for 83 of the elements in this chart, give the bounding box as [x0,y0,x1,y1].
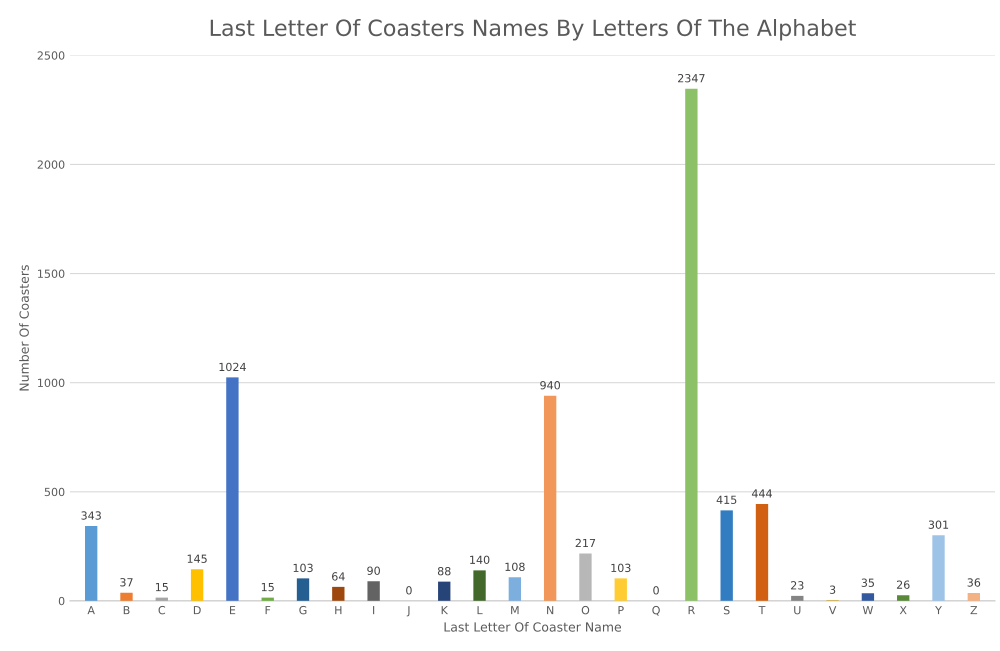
data-label: 64 [332,572,345,581]
x-tick-label: L [478,606,483,614]
data-label: 145 [188,554,207,563]
y-tick-label: 1500 [38,270,64,278]
bar [932,535,945,601]
bar [367,581,380,601]
x-axis-title: Last Letter Of Coaster Name [444,622,622,632]
y-tick-label: 500 [44,488,64,496]
data-label: 15 [262,583,274,592]
x-tick-label: R [688,606,695,614]
x-tick-label: F [266,606,270,614]
bar [720,510,733,601]
x-tick-label: B [124,606,130,614]
data-label: 3 [830,585,836,594]
x-tick-label: C [158,606,166,614]
x-tick-label: P [618,606,624,614]
x-tick-label: O [582,606,590,614]
bar [968,593,980,601]
data-label: 103 [611,564,630,572]
x-tick-label: K [442,606,448,614]
bar [685,88,698,601]
data-label: 0 [653,586,659,595]
x-tick-label: E [230,606,236,614]
bar [791,596,804,601]
data-label: 23 [791,581,804,590]
data-label: 940 [540,381,560,390]
bar [897,595,910,601]
bar [438,582,450,601]
chart-title: Last Letter Of Coasters Names By Letters Of The Alphabet [210,19,856,41]
x-tick-label: X [900,606,907,614]
bar [614,578,627,601]
data-label: 140 [470,556,490,564]
bar [190,569,204,601]
data-label: 103 [294,564,313,572]
data-label: 37 [120,578,133,586]
bar [473,570,486,601]
y-tick-label: 0 [58,596,64,606]
x-tick-label: U [794,606,800,614]
x-tick-label: Y [935,606,942,614]
bar [508,577,522,601]
data-label: 301 [928,520,948,529]
bar [544,396,556,601]
bar [226,377,239,601]
x-tick-label: Z [970,606,978,614]
x-tick-label: H [335,606,342,614]
bar [862,593,874,601]
x-tick-label: N [547,606,554,614]
y-tick-label: 2000 [38,160,64,169]
bar [85,526,98,601]
data-label: 217 [576,538,596,548]
x-tick-label: A [87,606,95,614]
x-tick-label: J [406,606,410,616]
x-tick-label: V [828,606,836,614]
x-tick-label: I [373,606,374,614]
data-label: 108 [505,562,525,571]
data-label: 88 [438,566,451,576]
y-tick-label: 1000 [38,378,64,388]
x-tick-label: G [299,606,306,614]
bar [296,578,310,601]
data-label: 343 [81,511,101,520]
data-label: 415 [716,496,736,504]
bar [756,504,768,601]
bar [262,598,274,601]
data-label: 2347 [678,74,705,82]
x-tick-label: Q [652,606,660,616]
data-label: 1024 [219,362,246,372]
x-tick-label: S [724,606,730,614]
data-label: 26 [896,580,910,589]
y-axis-title: Number Of Coasters [19,265,29,390]
x-tick-label: M [511,606,519,614]
data-label: 15 [156,583,168,592]
bar [156,598,168,601]
x-tick-label: T [758,606,766,614]
data-label: 444 [752,489,772,498]
data-label: 90 [367,566,380,575]
x-tick-label: W [862,606,874,614]
x-tick-label: D [194,606,201,614]
bar [332,586,344,601]
bar [120,592,133,601]
y-tick-label: 2500 [38,51,64,60]
data-label: 0 [406,586,412,595]
data-label: 36 [968,578,980,587]
data-label: 35 [862,578,874,587]
